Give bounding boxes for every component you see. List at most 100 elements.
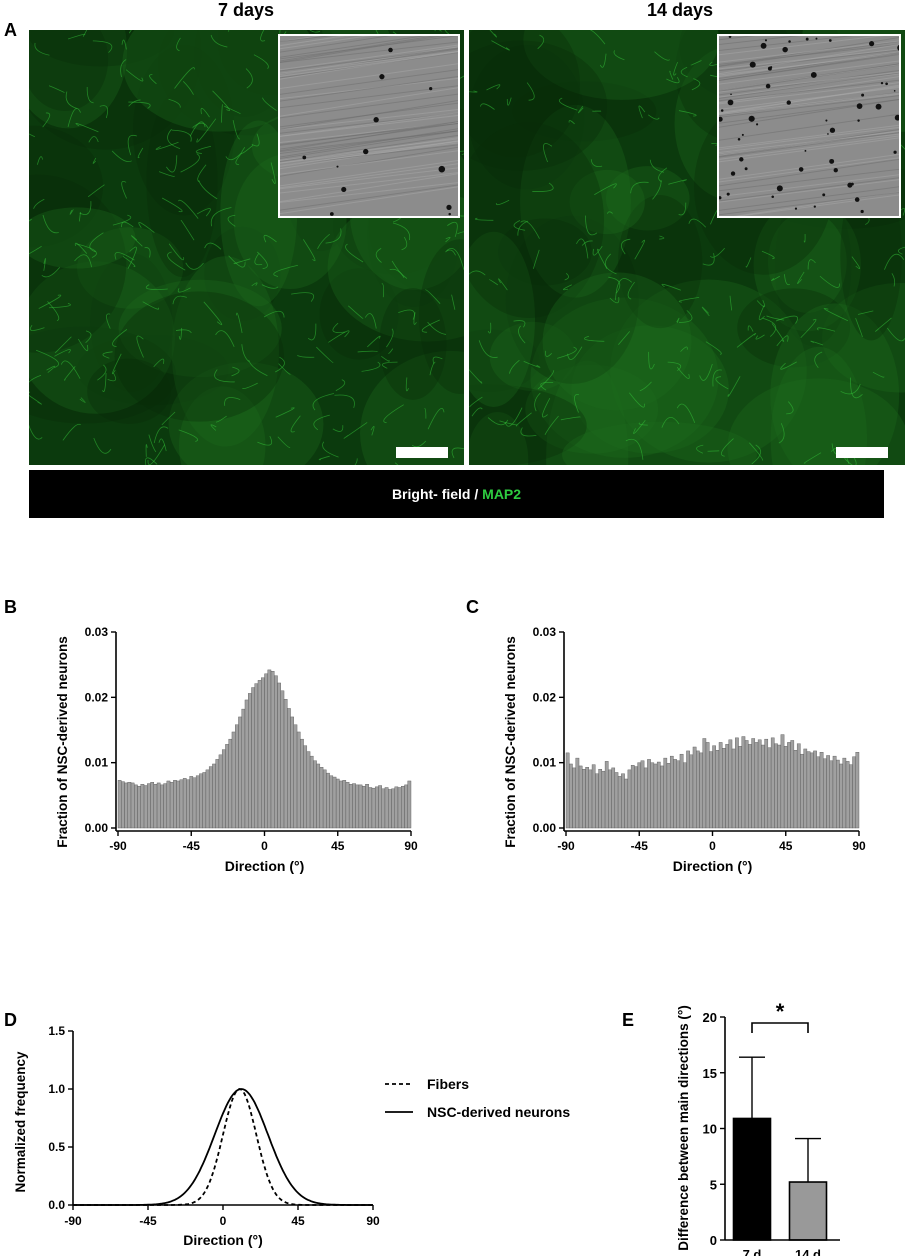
neurite [797, 271, 805, 284]
inset-spot [857, 119, 860, 122]
inset-streak [280, 186, 458, 215]
histogram-bar [653, 763, 658, 829]
neurite [814, 351, 823, 368]
neurite [887, 327, 905, 342]
inset-streak [719, 69, 899, 96]
micro-blob [753, 198, 861, 332]
neurite [520, 427, 537, 437]
inset-spot [861, 93, 865, 97]
neurite [178, 327, 183, 340]
histogram-bar [585, 767, 589, 829]
histogram-bar [770, 737, 775, 829]
neurite [245, 68, 253, 89]
neurite [171, 129, 192, 142]
neurite [574, 394, 580, 413]
neurite [198, 180, 218, 200]
neurite [513, 320, 526, 328]
neurite [745, 257, 752, 268]
neurite [460, 215, 464, 217]
inset-streak [280, 36, 370, 50]
histogram-bar [394, 786, 399, 829]
inset-spot [798, 167, 804, 172]
inset-spot [833, 168, 838, 173]
neurite [168, 243, 185, 261]
neurite [478, 340, 498, 358]
x-axis-label: Direction (°) [183, 1232, 263, 1248]
histogram-bar [621, 773, 625, 829]
x-tick-label: 0 [709, 839, 716, 853]
x-tick-label: 90 [404, 839, 418, 853]
histogram-bar [140, 784, 145, 829]
neurite [668, 179, 687, 185]
y-tick-label: 0.03 [85, 625, 109, 639]
inset-streak [719, 84, 899, 115]
neurite [112, 329, 128, 348]
inset-spot [815, 37, 818, 40]
histogram-bar [777, 744, 782, 829]
histogram-bar [849, 764, 853, 829]
micro-blob [512, 81, 657, 142]
inset-spot [767, 66, 772, 71]
neurite [86, 87, 94, 104]
neurite [182, 81, 194, 95]
inset-streak [280, 50, 458, 80]
histogram-bar [803, 748, 808, 829]
histogram-bar [725, 744, 729, 829]
histogram-bar [627, 769, 632, 829]
histogram-bar [150, 782, 155, 829]
inset-streak [719, 79, 899, 102]
inset-spot [446, 204, 452, 210]
neurite [696, 444, 704, 454]
histogram-bar [332, 776, 337, 829]
neurite [232, 120, 240, 140]
histogram-bar [361, 785, 366, 829]
neurite [678, 202, 687, 216]
histogram-bar [689, 754, 694, 829]
neurite [526, 82, 535, 101]
micro-blob [29, 125, 104, 248]
inset-spot [748, 115, 755, 122]
micro-blob [469, 329, 540, 392]
inset-streak [736, 194, 899, 216]
neurite [784, 274, 791, 286]
micro-blob [469, 40, 608, 171]
neurite [751, 444, 762, 465]
inset-streak [719, 135, 899, 160]
neurite [313, 414, 330, 431]
inset-streak [719, 124, 899, 149]
inset-spot [897, 44, 899, 51]
micro-blob [29, 30, 175, 67]
histogram-bar [218, 754, 223, 829]
inset-streak [719, 60, 899, 85]
neurite [180, 219, 195, 241]
neurite [543, 143, 553, 163]
inset-streak [719, 179, 899, 203]
inset-spot [388, 47, 393, 53]
histogram-bar [572, 767, 576, 829]
inset-spot [828, 39, 832, 42]
neurite [120, 59, 127, 78]
inset-spot [448, 212, 451, 216]
neurite [370, 425, 375, 436]
category-label: 14 d [795, 1247, 821, 1256]
y-tick-label: 5 [710, 1177, 717, 1192]
neurite [145, 457, 158, 465]
neurite [89, 232, 104, 253]
neurite [727, 376, 741, 397]
inset-spot [756, 123, 759, 126]
significance-bracket [751, 1022, 809, 1033]
histogram-bar [348, 784, 353, 829]
neurite [99, 105, 109, 119]
histogram-bar [401, 785, 405, 829]
neurite [275, 356, 285, 373]
y-axis-label: Fraction of NSC-derived neurons [503, 636, 518, 848]
histogram-bar [728, 739, 733, 829]
histogram-bar [614, 772, 619, 829]
inset-streak [719, 52, 899, 81]
inset-spot [893, 90, 896, 92]
inset-streak [280, 100, 458, 130]
x-tick-label: -45 [139, 1214, 157, 1228]
neurite [445, 236, 451, 243]
neurite [771, 275, 780, 281]
histogram-bar [686, 750, 690, 829]
